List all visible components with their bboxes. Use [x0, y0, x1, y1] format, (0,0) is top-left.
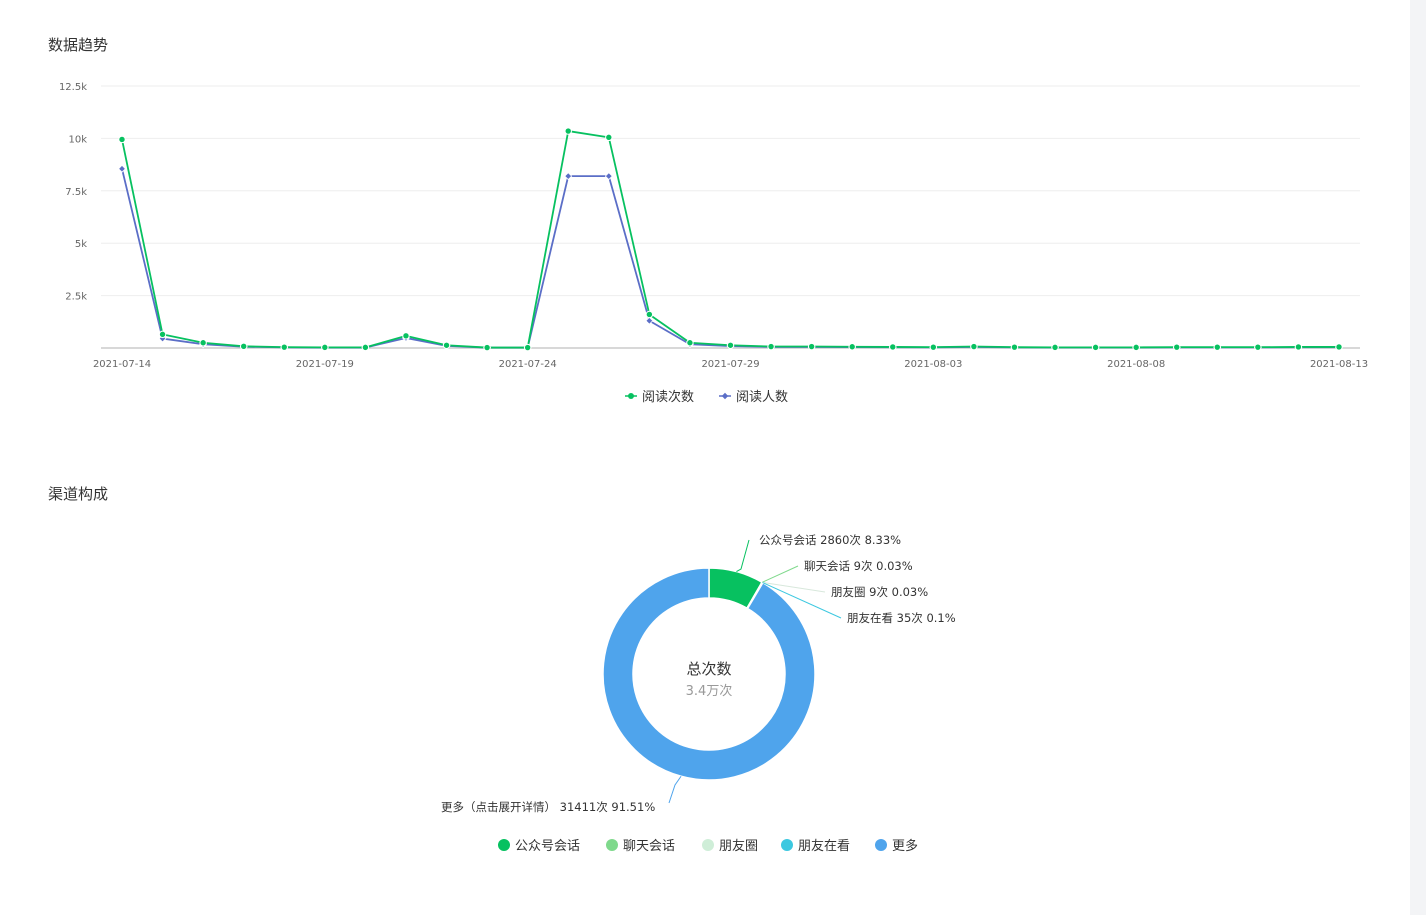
trend-section-title: 数据趋势 — [48, 36, 109, 54]
donut-legend-item[interactable]: 更多 — [875, 838, 918, 854]
legend-item-reads[interactable]: 阅读次数 — [625, 389, 694, 405]
leader-line — [761, 565, 799, 583]
x-tick-label: 2021-08-03 — [904, 359, 962, 370]
x-tick-label: 2021-08-13 — [1310, 359, 1368, 370]
data-point-readers[interactable] — [645, 316, 654, 325]
line-chart-y-ticks: 2.5k 5k 7.5k 10k 12.5k — [59, 82, 87, 303]
data-point-reads[interactable] — [807, 342, 816, 351]
x-tick-label: 2021-07-19 — [296, 359, 354, 370]
data-point-reads[interactable] — [1132, 343, 1140, 352]
legend-label: 朋友在看 — [798, 838, 850, 854]
data-point-reads[interactable] — [726, 341, 735, 349]
channel-section-title: 渠道构成 — [48, 485, 109, 503]
leader-line — [762, 581, 826, 593]
data-point-reads[interactable] — [158, 330, 167, 339]
data-point-reads[interactable] — [442, 341, 451, 349]
legend-label: 朋友圈 — [719, 838, 758, 854]
data-point-reads[interactable] — [1051, 343, 1059, 352]
legend-circle-marker — [628, 393, 634, 399]
line-chart-legend[interactable]: 阅读次数 阅读人数 — [625, 389, 788, 405]
donut-legend-item[interactable]: 聊天会话 — [606, 839, 675, 854]
line-chart-grid — [101, 85, 1360, 349]
legend-label: 公众号会话 — [515, 839, 580, 854]
data-point-reads[interactable] — [1010, 343, 1019, 351]
legend-dot — [498, 839, 510, 851]
page-right-gutter — [1410, 0, 1426, 915]
x-tick-label: 2021-08-08 — [1107, 359, 1165, 370]
data-point-reads[interactable] — [321, 343, 329, 352]
leader-line — [762, 582, 842, 619]
legend-dot — [702, 839, 714, 851]
y-tick-label: 12.5k — [59, 82, 87, 93]
data-point-reads[interactable] — [645, 310, 654, 319]
data-point-readers[interactable] — [118, 164, 126, 173]
leader-line — [736, 539, 750, 573]
data-point-reads[interactable] — [280, 343, 288, 351]
legend-diamond-marker — [721, 392, 729, 400]
slice-label: 公众号会话 2860次 8.33% — [759, 533, 901, 547]
x-tick-label: 2021-07-14 — [93, 359, 151, 370]
data-point-reads[interactable] — [605, 133, 613, 142]
data-point-reads[interactable] — [523, 343, 532, 352]
slice-label[interactable]: 更多（点击展开详情） 31411次 91.51% — [441, 800, 655, 814]
data-point-reads[interactable] — [564, 127, 572, 135]
legend-dot — [875, 839, 887, 851]
y-tick-label: 7.5k — [65, 187, 87, 198]
legend-label: 阅读人数 — [736, 390, 788, 405]
y-tick-label: 10k — [68, 134, 87, 145]
data-point-reads[interactable] — [1335, 343, 1343, 351]
data-point-reads[interactable] — [1213, 343, 1222, 351]
series-line-reads — [121, 130, 1339, 349]
line-chart-x-ticks: 2021-07-14 2021-07-19 2021-07-24 2021-07-29… — [93, 359, 1368, 370]
data-point-reads[interactable] — [1091, 343, 1100, 352]
data-point-reads[interactable] — [929, 343, 938, 351]
legend-dot — [781, 839, 793, 851]
data-point-readers[interactable] — [564, 172, 573, 181]
y-tick-label: 5k — [75, 239, 87, 250]
donut-legend-item[interactable]: 朋友在看 — [781, 838, 850, 854]
data-point-reads[interactable] — [767, 342, 775, 351]
data-point-reads[interactable] — [848, 343, 856, 351]
data-point-reads[interactable] — [361, 343, 370, 352]
donut-center-value: 3.4万次 — [686, 683, 733, 699]
series-line-readers — [121, 168, 1339, 349]
data-point-reads[interactable] — [889, 343, 897, 351]
donut-legend-item[interactable]: 公众号会话 — [498, 839, 580, 854]
legend-item-readers[interactable]: 阅读人数 — [719, 390, 788, 405]
donut-center-title: 总次数 — [686, 660, 731, 678]
legend-dot — [606, 839, 618, 851]
data-point-reads[interactable] — [199, 339, 207, 347]
data-point-reads[interactable] — [118, 135, 126, 144]
data-point-reads[interactable] — [970, 342, 978, 351]
channel-donut-chart: 公众号会话 2860次 8.33% 聊天会话 9次 0.03% 朋友圈 9次 0.0… — [441, 533, 956, 854]
x-tick-label: 2021-07-24 — [499, 359, 557, 370]
donut-slice-labels: 公众号会话 2860次 8.33% 聊天会话 9次 0.03% 朋友圈 9次 0.0… — [441, 533, 956, 814]
slice-label: 聊天会话 9次 0.03% — [804, 559, 913, 573]
leader-line — [668, 775, 682, 804]
legend-label: 阅读次数 — [642, 389, 694, 405]
slice-label: 朋友在看 35次 0.1% — [847, 611, 956, 625]
legend-label: 聊天会话 — [623, 839, 675, 854]
slice-label: 朋友圈 9次 0.03% — [831, 585, 928, 599]
y-tick-label: 2.5k — [65, 292, 87, 303]
legend-label: 更多 — [892, 838, 918, 854]
data-point-reads[interactable] — [483, 343, 491, 352]
donut-legend[interactable]: 公众号会话 聊天会话 朋友圈 朋友在看 更多 — [498, 838, 918, 854]
line-chart-series — [118, 127, 1343, 352]
data-point-reads[interactable] — [1294, 343, 1303, 351]
donut-legend-item[interactable]: 朋友圈 — [702, 838, 758, 854]
data-point-reads[interactable] — [1173, 343, 1181, 351]
data-point-reads[interactable] — [686, 339, 694, 347]
data-point-reads[interactable] — [240, 342, 248, 351]
data-point-readers[interactable] — [604, 172, 613, 181]
data-point-reads[interactable] — [402, 332, 410, 340]
data-point-readers[interactable] — [158, 334, 167, 343]
x-tick-label: 2021-07-29 — [701, 359, 759, 370]
data-point-reads[interactable] — [1254, 343, 1262, 351]
donut-slice[interactable] — [602, 567, 816, 781]
